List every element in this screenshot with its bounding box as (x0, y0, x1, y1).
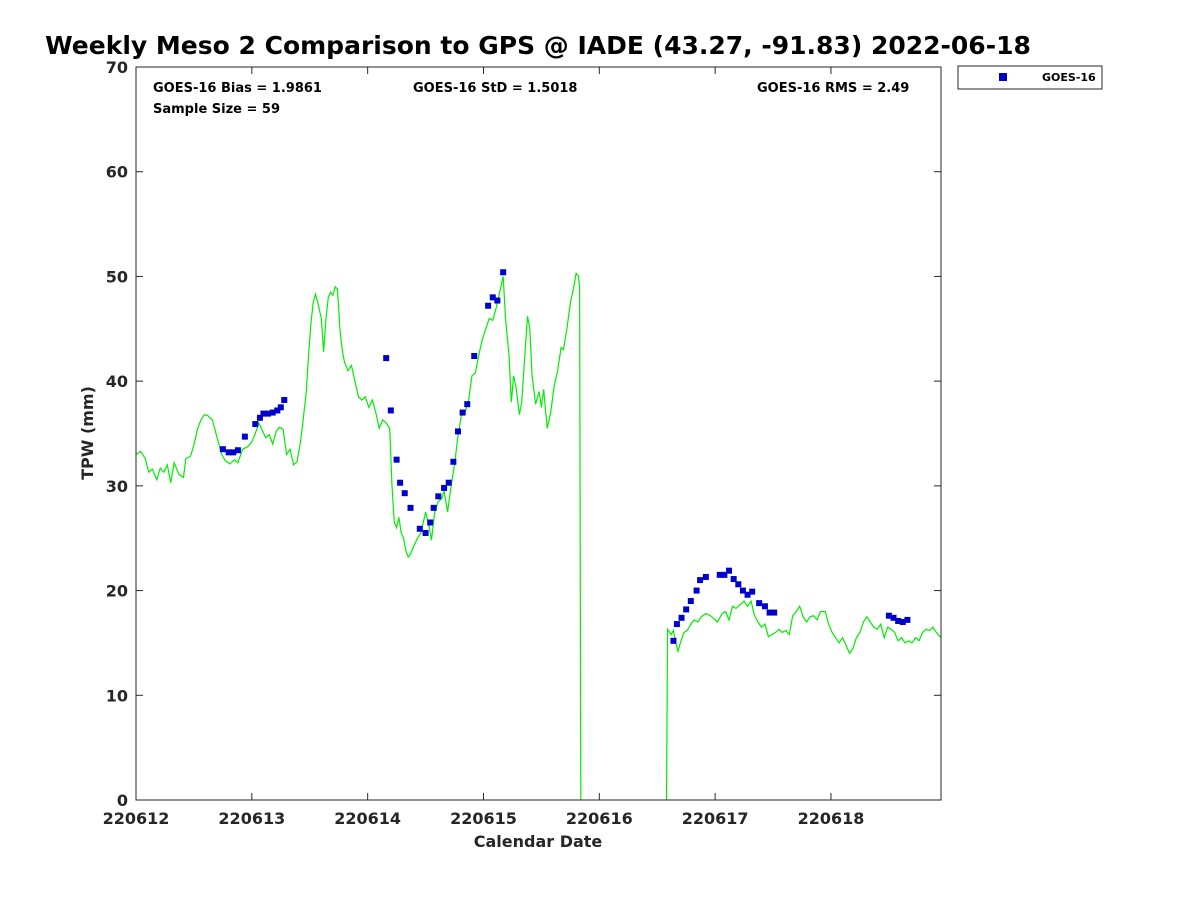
goes-16-point-13 (383, 355, 390, 362)
goes-16-point-44 (721, 571, 728, 578)
goes-16-point-33 (494, 297, 501, 304)
goes-16-point-48 (739, 587, 746, 594)
y-tick-label-2: 20 (106, 582, 128, 601)
goes-16-point-30 (471, 353, 478, 360)
goes-16-point-19 (416, 525, 423, 532)
goes-16-point-50 (749, 588, 756, 595)
goes-16-point-32 (489, 294, 496, 301)
goes-16-series (219, 269, 911, 644)
y-tick-label-3: 30 (106, 477, 128, 496)
legend-label-goes-16: GOES-16 (1042, 71, 1096, 84)
x-tick-label-2: 220614 (334, 809, 401, 828)
goes-16-point-56 (890, 614, 897, 621)
y-tick-label-6: 60 (106, 163, 128, 182)
goes-16-point-47 (735, 581, 742, 588)
goes-16-point-10 (274, 407, 281, 414)
goes-16-point-49 (744, 591, 751, 598)
x-tick-label-0: 220612 (103, 809, 170, 828)
y-tick-label-5: 50 (106, 267, 128, 286)
goes-16-point-26 (450, 458, 457, 465)
goes-16-point-5 (252, 421, 259, 428)
sample-size-stat: Sample Size = 59 (153, 102, 280, 117)
goes-16-point-20 (422, 529, 429, 536)
goes-16-point-12 (281, 396, 288, 403)
bias-stat: GOES-16 Bias = 1.9861 (153, 81, 322, 96)
y-tick-label-7: 70 (106, 58, 128, 77)
goes-16-point-15 (393, 456, 400, 463)
goes-16-point-45 (726, 567, 733, 574)
goes-16-point-16 (397, 479, 404, 486)
goes-16-point-8 (265, 410, 272, 417)
goes-16-point-7 (260, 410, 267, 417)
goes-16-point-4 (241, 433, 248, 440)
goes-16-point-46 (730, 576, 737, 583)
goes-16-point-29 (464, 401, 471, 408)
legend: GOES-16 (957, 65, 1103, 90)
goes-16-point-23 (435, 493, 442, 500)
goes-16-point-11 (277, 404, 284, 411)
goes-16-point-17 (401, 490, 408, 497)
std-stat: GOES-16 StD = 1.5018 (413, 81, 577, 96)
goes-16-point-36 (673, 621, 680, 628)
legend-marker-goes-16 (999, 73, 1007, 81)
goes-16-point-25 (445, 479, 452, 486)
goes-16-point-22 (430, 504, 437, 511)
goes-16-point-54 (771, 609, 778, 616)
plot-area (135, 66, 942, 801)
goes-16-point-37 (678, 614, 685, 621)
goes-16-point-3 (234, 447, 241, 454)
goes-16-point-21 (427, 519, 434, 526)
gps-series (135, 271, 942, 801)
goes-16-point-18 (407, 504, 414, 511)
goes-16-point-2 (230, 449, 237, 456)
goes-16-point-41 (697, 577, 704, 584)
chart-title: Weekly Meso 2 Comparison to GPS @ IADE (… (45, 31, 1031, 60)
goes-16-point-51 (756, 600, 763, 607)
gps-line (135, 271, 942, 801)
rms-stat: GOES-16 RMS = 2.49 (757, 81, 909, 96)
goes-16-point-38 (683, 606, 690, 613)
goes-16-point-6 (256, 414, 263, 421)
y-axis-label: TPW (mm) (78, 386, 97, 480)
y-tick-label-0: 0 (117, 791, 128, 810)
x-tick-label-3: 220615 (450, 809, 517, 828)
goes-16-point-14 (387, 407, 394, 414)
goes-16-point-1 (225, 449, 232, 456)
goes-16-point-43 (716, 571, 723, 578)
goes-16-point-31 (485, 302, 492, 309)
goes-16-point-9 (269, 409, 276, 416)
legend-box (957, 65, 1103, 90)
x-axis-label: Calendar Date (474, 832, 603, 851)
x-tick-label-1: 220613 (218, 809, 285, 828)
x-tick-label-4: 220616 (566, 809, 633, 828)
x-axis: 220612 220613 220614 220615 220616 220617 2206… (103, 67, 865, 828)
goes-16-point-58 (899, 618, 906, 625)
goes-16-point-35 (670, 637, 677, 644)
goes-16-point-39 (687, 598, 694, 605)
goes-16-point-0 (219, 446, 226, 453)
goes-16-point-52 (761, 603, 768, 610)
goes-16-point-55 (885, 612, 892, 619)
goes-16-point-57 (895, 617, 902, 624)
goes-16-point-59 (904, 616, 911, 623)
goes-16-point-24 (441, 484, 448, 491)
goes-16-point-28 (459, 409, 466, 416)
y-tick-label-1: 10 (106, 686, 128, 705)
x-tick-label-6: 220618 (798, 809, 865, 828)
goes-16-point-34 (500, 269, 507, 276)
x-tick-label-5: 220617 (682, 809, 749, 828)
y-tick-label-4: 40 (106, 372, 128, 391)
y-axis: 0 10 20 30 40 50 60 70 (106, 58, 941, 810)
goes-16-point-27 (455, 428, 461, 435)
plot-frame (135, 66, 942, 801)
goes-16-point-53 (766, 609, 773, 616)
goes-16-point-42 (702, 573, 709, 580)
goes-16-point-40 (693, 587, 700, 594)
